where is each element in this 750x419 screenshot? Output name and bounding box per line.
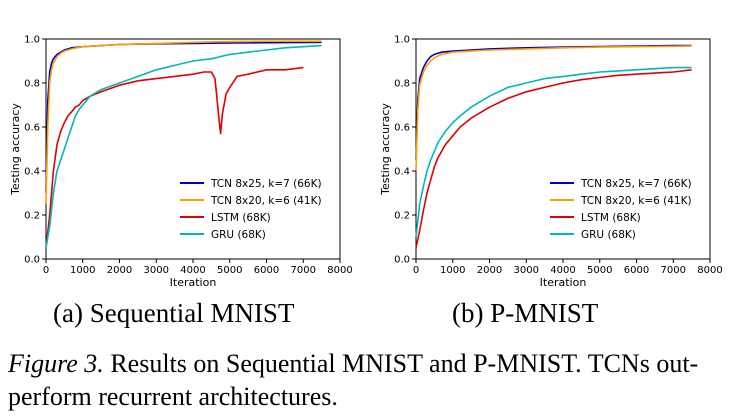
y-axis-label: Testing accuracy <box>379 103 392 196</box>
x-tick-label: 0 <box>43 265 49 276</box>
plot-frame <box>45 38 341 260</box>
y-tick-label: 0.0 <box>394 255 410 266</box>
legend-label-gru-68k: GRU (68K) <box>581 229 636 241</box>
chart-p-mnist: 0 1000 2000 3000 4000 5000 6000 7000 8000 0.0 0.2 0… <box>379 35 723 290</box>
x-tick-label: 5000 <box>217 265 242 276</box>
x-tick-label: 0 <box>413 265 419 276</box>
y-tick-label: 0.6 <box>24 123 40 134</box>
series-line-lstm-68k <box>45 66 304 249</box>
x-tick-label: 8000 <box>327 265 352 276</box>
legend-label-tcn-8x20-k-6-41k: TCN 8x20, k=6 (41K) <box>580 195 692 207</box>
x-tick-label: 1000 <box>70 265 95 276</box>
series-line-lstm-68k <box>415 69 692 249</box>
series-line-gru-68k <box>415 66 692 238</box>
legend: TCN 8x25, k=7 (66K) TCN 8x20, k=6 (41K) LS… <box>550 178 692 241</box>
legend-label-tcn-8x20-k-6-41k: TCN 8x20, k=6 (41K) <box>210 195 322 207</box>
y-axis-label: Testing accuracy <box>9 103 22 196</box>
x-tick-label: 2000 <box>477 265 502 276</box>
y-tick-label: 1.0 <box>24 35 40 46</box>
y-tick-label: 0.8 <box>394 79 410 90</box>
y-tick-label: 0.8 <box>24 79 40 90</box>
y-tick-label: 0.2 <box>394 211 410 222</box>
y-tick-label: 0.4 <box>394 167 410 178</box>
series-line-tcn-8x20-k-6-41k <box>45 40 322 205</box>
series-line-tcn-8x25-k-7-66k <box>45 41 322 194</box>
series-line-gru-68k <box>45 44 322 249</box>
series-line-tcn-8x25-k-7-66k <box>415 44 692 161</box>
subcaption-p-mnist: (b) P-MNIST <box>452 298 599 328</box>
y-tick-label: 0.0 <box>24 255 40 266</box>
series-line-tcn-8x20-k-6-41k <box>415 45 692 172</box>
legend-label-gru-68k: GRU (68K) <box>211 229 266 241</box>
x-tick-label: 7000 <box>291 265 316 276</box>
x-tick-label: 3000 <box>514 265 539 276</box>
legend-label-tcn-8x25-k-7-66k: TCN 8x25, k=7 (66K) <box>580 178 692 190</box>
y-tick-label: 1.0 <box>394 35 410 46</box>
legend: TCN 8x25, k=7 (66K) TCN 8x20, k=6 (41K) LS… <box>180 178 322 241</box>
x-tick-label: 5000 <box>587 265 612 276</box>
x-tick-label: 8000 <box>697 265 722 276</box>
y-tick-label: 0.2 <box>24 211 40 222</box>
x-tick-label: 6000 <box>254 265 279 276</box>
x-tick-label: 6000 <box>624 265 649 276</box>
x-tick-label: 1000 <box>440 265 465 276</box>
x-tick-label: 4000 <box>180 265 205 276</box>
x-tick-label: 4000 <box>550 265 575 276</box>
x-axis-label: Iteration <box>170 276 217 289</box>
x-tick-label: 2000 <box>107 265 132 276</box>
legend-label-lstm-68k: LSTM (68K) <box>211 212 271 224</box>
y-tick-label: 0.6 <box>394 123 410 134</box>
chart-sequential-mnist: 0 1000 2000 3000 4000 5000 6000 7000 8000 0.0 0.2 0… <box>9 35 353 290</box>
y-tick-label: 0.4 <box>24 167 40 178</box>
legend-label-lstm-68k: LSTM (68K) <box>581 212 641 224</box>
figure-label: Figure 3. <box>8 349 104 378</box>
legend-label-tcn-8x25-k-7-66k: TCN 8x25, k=7 (66K) <box>210 178 322 190</box>
x-tick-label: 7000 <box>661 265 686 276</box>
figure-caption-text: Results on Sequential MNIST and P-MNIST.… <box>8 349 699 411</box>
x-axis-label: Iteration <box>540 276 587 289</box>
figure-caption: Figure 3. Results on Sequential MNIST an… <box>8 347 746 413</box>
x-tick-label: 3000 <box>144 265 169 276</box>
subcaption-sequential-mnist: (a) Sequential MNIST <box>53 298 295 328</box>
